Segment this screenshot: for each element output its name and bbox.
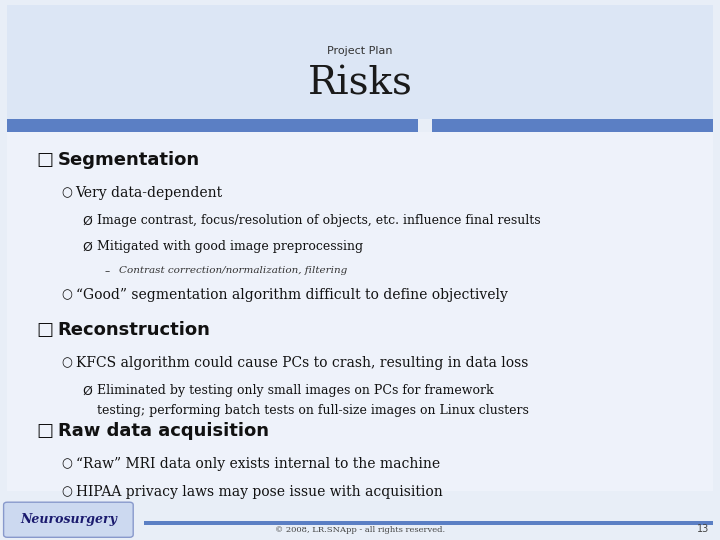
Text: –: – [104, 266, 109, 276]
Text: ○: ○ [61, 485, 72, 498]
Text: Ø: Ø [83, 214, 93, 227]
Text: Ø: Ø [83, 384, 93, 397]
Text: “Good” segmentation algorithm difficult to define objectively: “Good” segmentation algorithm difficult … [76, 288, 508, 302]
Text: □: □ [36, 321, 53, 339]
Text: □: □ [36, 151, 53, 169]
Text: © 2008, LR.SNApp - all rights reserved.: © 2008, LR.SNApp - all rights reserved. [275, 525, 445, 534]
Text: Mitigated with good image preprocessing: Mitigated with good image preprocessing [97, 240, 364, 253]
Bar [7, 119, 418, 132]
FancyBboxPatch shape [4, 502, 133, 537]
Text: Ø: Ø [83, 240, 93, 253]
Text: Reconstruction: Reconstruction [58, 321, 210, 339]
Text: KFCS algorithm could cause PCs to crash, resulting in data loss: KFCS algorithm could cause PCs to crash,… [76, 356, 528, 370]
Text: Segmentation: Segmentation [58, 151, 199, 169]
Text: Very data-dependent: Very data-dependent [76, 186, 222, 200]
Text: □: □ [36, 422, 53, 440]
FancyBboxPatch shape [7, 5, 713, 119]
Text: ○: ○ [61, 356, 72, 369]
Text: Project Plan: Project Plan [328, 46, 392, 56]
Text: Eliminated by testing only small images on PCs for framework: Eliminated by testing only small images … [97, 384, 494, 397]
Text: “Raw” MRI data only exists internal to the machine: “Raw” MRI data only exists internal to t… [76, 457, 440, 471]
Text: Neurosurgery: Neurosurgery [20, 513, 117, 526]
Text: ○: ○ [61, 186, 72, 199]
Text: testing; performing batch tests on full-size images on Linux clusters: testing; performing batch tests on full-… [97, 404, 529, 417]
Text: Risks: Risks [307, 65, 413, 102]
Bar [144, 521, 713, 525]
Text: Contrast correction/normalization, filtering: Contrast correction/normalization, filte… [119, 266, 347, 275]
Text: Image contrast, focus/resolution of objects, etc. influence final results: Image contrast, focus/resolution of obje… [97, 214, 541, 227]
Text: 13: 13 [697, 523, 709, 534]
Text: ○: ○ [61, 288, 72, 301]
Text: ○: ○ [61, 457, 72, 470]
Bar [432, 119, 713, 132]
FancyBboxPatch shape [7, 132, 713, 491]
Text: HIPAA privacy laws may pose issue with acquisition: HIPAA privacy laws may pose issue with a… [76, 485, 442, 500]
Text: Raw data acquisition: Raw data acquisition [58, 422, 269, 440]
